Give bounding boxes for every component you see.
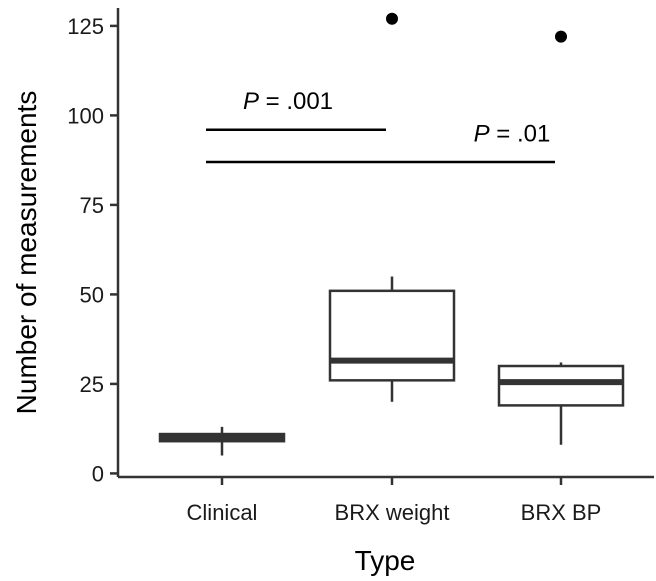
y-tick-label: 125 bbox=[67, 14, 104, 39]
box-iqr bbox=[497, 364, 625, 407]
significance-annotations: P = .001 P = .01 bbox=[206, 88, 555, 164]
x-tick-label: BRX BP bbox=[521, 500, 602, 525]
y-axis: 0 25 50 75 100 125 bbox=[67, 8, 120, 486]
y-tick-label: 25 bbox=[80, 372, 104, 397]
p-value-label: P = .01 bbox=[474, 120, 551, 147]
box-group-brx-weight bbox=[328, 12, 456, 402]
y-tick-label: 75 bbox=[80, 193, 104, 218]
x-tick-label: Clinical bbox=[187, 500, 258, 525]
x-axis: Clinical BRX weight BRX BP bbox=[118, 475, 654, 525]
box-group-clinical bbox=[158, 426, 286, 456]
p-value-label: P = .001 bbox=[243, 88, 333, 115]
box-iqr bbox=[328, 289, 456, 382]
y-tick-label: 100 bbox=[67, 103, 104, 128]
box-group-brx-bp bbox=[497, 30, 625, 445]
y-tick-label: 50 bbox=[80, 282, 104, 307]
y-tick-label: 0 bbox=[92, 461, 104, 486]
x-tick-label: BRX weight bbox=[335, 500, 450, 525]
outlier-point bbox=[555, 30, 567, 43]
y-axis-title: Number of measurements bbox=[11, 91, 42, 415]
box-series bbox=[158, 12, 625, 456]
outlier-point bbox=[386, 12, 398, 25]
x-axis-title: Type bbox=[355, 545, 416, 576]
